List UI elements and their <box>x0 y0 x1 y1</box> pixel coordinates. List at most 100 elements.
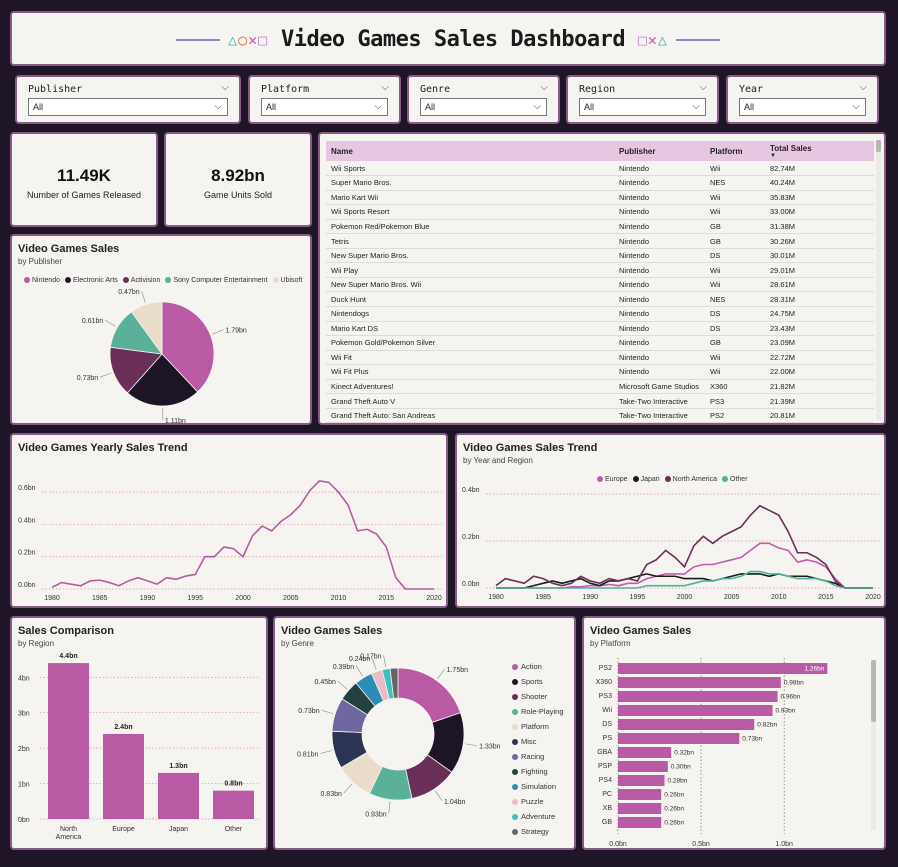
publisher-pie-card: Video Games Sales by Publisher Nintendo E… <box>10 234 312 425</box>
table-row[interactable]: New Super Mario Bros. Nintendo DS 30.01M <box>326 248 874 264</box>
legend-swatch <box>512 709 518 716</box>
chart-title: Sales Comparison <box>18 625 114 637</box>
chevron-down-icon[interactable]: ⌵ <box>214 101 222 112</box>
legend-item[interactable]: Simulation <box>512 782 564 797</box>
dropdown-value: All <box>744 102 755 112</box>
table-row[interactable]: Nintendogs Nintendo DS 24.75M <box>326 306 874 322</box>
table-row[interactable]: Wii Sports Resort Nintendo Wii 33.00M <box>326 204 874 220</box>
header-line-right <box>675 39 720 41</box>
column-header-publisher[interactable]: Publisher <box>614 141 705 161</box>
chevron-down-icon[interactable]: ⌵ <box>540 82 548 93</box>
legend-item[interactable]: Strategy <box>512 827 564 842</box>
chevron-down-icon[interactable]: ⌵ <box>381 82 389 93</box>
platform-dropdown[interactable]: All ⌵ <box>261 98 388 116</box>
legend-item[interactable]: Sony Computer Entertainment <box>165 277 268 284</box>
column-header-name[interactable]: Name <box>326 141 614 161</box>
legend-item[interactable]: Sports <box>512 677 564 692</box>
table-row[interactable]: Wii Fit Plus Nintendo Wii 22.00M <box>326 364 874 380</box>
legend-item[interactable]: North America <box>664 476 717 483</box>
legend-item[interactable]: Electronic Arts <box>65 277 118 284</box>
y-tick-label: GB <box>602 819 612 826</box>
cell-name: Mario Kart Wii <box>326 190 614 206</box>
cell-publisher: Take-Two Interactive <box>614 408 705 423</box>
legend-item[interactable]: Platform <box>512 722 564 737</box>
y-tick-label: 0.4bn <box>462 487 480 494</box>
legend-item[interactable]: Other <box>722 476 748 483</box>
table-row[interactable]: Grand Theft Auto V Take-Two Interactive PS… <box>326 393 874 409</box>
cell-publisher: Nintendo <box>614 161 705 177</box>
table-scrollbar-track[interactable] <box>876 140 881 420</box>
cell-name: Wii Play <box>326 262 614 278</box>
bar <box>618 817 662 828</box>
legend-item[interactable]: Fighting <box>512 767 564 782</box>
filter-year[interactable]: Year ⌵ All ⌵ <box>726 75 879 124</box>
genre-dropdown[interactable]: All ⌵ <box>420 98 547 116</box>
legend-label: Sports <box>521 677 543 686</box>
table-row[interactable]: Mario Kart Wii Nintendo Wii 35.83M <box>326 190 874 206</box>
filter-genre[interactable]: Genre ⌵ All ⌵ <box>407 75 560 124</box>
chevron-down-icon[interactable]: ⌵ <box>533 101 541 112</box>
table-row[interactable]: Tetris Nintendo GB 30.26M <box>326 233 874 249</box>
table-row[interactable]: Wii Sports Nintendo Wii 82.74M <box>326 161 874 177</box>
legend-item[interactable]: Ubisoft <box>272 277 302 284</box>
chevron-down-icon[interactable]: ⌵ <box>374 101 382 112</box>
cell-platform: Wii <box>705 204 765 220</box>
table-row[interactable]: Mario Kart DS Nintendo DS 23.43M <box>326 321 874 337</box>
legend-label: Fighting <box>521 767 548 776</box>
bar <box>618 663 828 674</box>
filter-platform[interactable]: Platform ⌵ All ⌵ <box>248 75 401 124</box>
publisher-legend: Nintendo Electronic Arts Activision Sony Co… <box>24 277 307 284</box>
chevron-down-icon[interactable]: ⌵ <box>859 82 867 93</box>
table-row[interactable]: Super Mario Bros. Nintendo NES 40.24M <box>326 175 874 191</box>
table-row[interactable]: Wii Play Nintendo Wii 29.01M <box>326 262 874 278</box>
region-dropdown[interactable]: All ⌵ <box>579 98 706 116</box>
table-row[interactable]: Wii Fit Nintendo Wii 22.72M <box>326 350 874 366</box>
legend-swatch <box>512 694 518 701</box>
table-row[interactable]: Pokemon Gold/Pokemon Silver Nintendo GB 23.… <box>326 335 874 351</box>
bar <box>618 761 668 772</box>
legend-swatch <box>272 277 279 284</box>
legend-label: Adventure <box>521 812 556 821</box>
platform-scrollbar-track[interactable] <box>871 660 876 830</box>
publisher-dropdown[interactable]: All ⌵ <box>28 98 228 116</box>
legend-label: Electronic Arts <box>73 277 118 284</box>
chevron-down-icon[interactable]: ⌵ <box>221 82 229 93</box>
legend-item[interactable]: Racing <box>512 752 564 767</box>
table-scrollbar-thumb[interactable] <box>876 140 881 152</box>
chevron-down-icon[interactable]: ⌵ <box>692 101 700 112</box>
x-tick-label: 2005 <box>724 594 740 601</box>
platform-scrollbar-thumb[interactable] <box>871 660 876 722</box>
sort-descending-icon[interactable]: ▼ <box>770 152 776 159</box>
legend-item[interactable]: Adventure <box>512 812 564 827</box>
table-row[interactable]: Duck Hunt Nintendo NES 28.31M <box>326 291 874 307</box>
data-label: 0.83bn <box>320 791 342 798</box>
legend-item[interactable]: Shooter <box>512 692 564 707</box>
legend-item[interactable]: Misc <box>512 737 564 752</box>
filter-region[interactable]: Region ⌵ All ⌵ <box>566 75 719 124</box>
legend-item[interactable]: Activision <box>122 277 160 284</box>
y-tick-label: DS <box>602 721 612 728</box>
chart-title: Video Games Yearly Sales Trend <box>18 442 188 454</box>
table-row[interactable]: New Super Mario Bros. Wii Nintendo Wii 28.6… <box>326 277 874 293</box>
legend-item[interactable]: Action <box>512 662 564 677</box>
legend-item[interactable]: Europe <box>597 476 628 483</box>
chevron-down-icon[interactable]: ⌵ <box>852 101 860 112</box>
legend-item[interactable]: Japan <box>632 476 660 483</box>
legend-item[interactable]: Puzzle <box>512 797 564 812</box>
data-label: 0.96bn <box>781 694 801 701</box>
chart-title: Video Games Sales <box>590 625 692 637</box>
y-tick-label: 0.2bn <box>18 550 36 557</box>
year-dropdown[interactable]: All ⌵ <box>739 98 866 116</box>
table-row[interactable]: Grand Theft Auto: San Andreas Take-Two In… <box>326 408 874 423</box>
column-header-platform[interactable]: Platform <box>705 141 765 161</box>
bar <box>618 733 740 744</box>
legend-item[interactable]: Role-Playing <box>512 707 564 722</box>
y-tick-label: 3bn <box>18 711 30 718</box>
bar <box>618 705 773 716</box>
filter-publisher[interactable]: Publisher ⌵ All ⌵ <box>15 75 241 124</box>
column-header-total-sales[interactable]: Total Sales ▼ <box>765 141 874 161</box>
table-row[interactable]: Pokemon Red/Pokemon Blue Nintendo GB 31.38M <box>326 219 874 235</box>
table-row[interactable]: Kinect Adventures! Microsoft Game Studios… <box>326 379 874 395</box>
chevron-down-icon[interactable]: ⌵ <box>699 82 707 93</box>
legend-item[interactable]: Nintendo <box>24 277 60 284</box>
